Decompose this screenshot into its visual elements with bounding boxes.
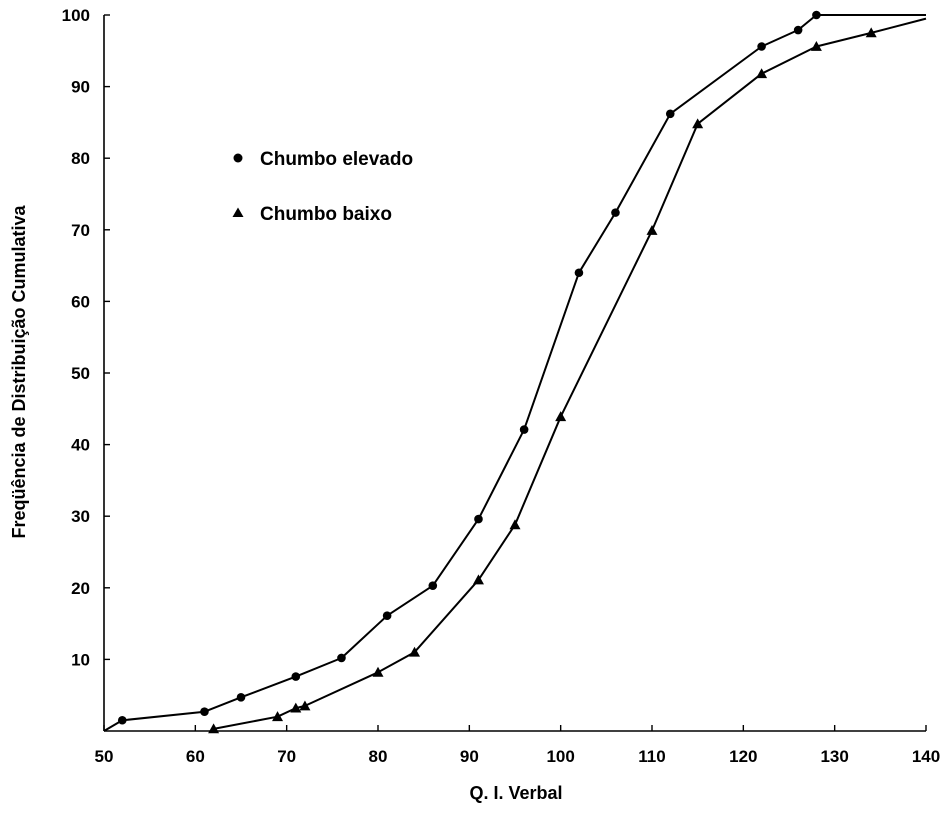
data-point-triangle xyxy=(290,702,302,713)
data-point-triangle xyxy=(372,666,384,677)
y-tick-label: 80 xyxy=(71,149,90,168)
legend-label-chumbo-baixo: Chumbo baixo xyxy=(260,204,392,225)
x-tick-label: 100 xyxy=(546,747,574,766)
data-point-triangle xyxy=(208,723,220,734)
y-axis-title: Freqüência de Distribuição Cumulativa xyxy=(9,204,29,538)
x-axis-title: Q. I. Verbal xyxy=(469,783,562,803)
data-point-triangle xyxy=(272,711,284,722)
x-tick-label: 130 xyxy=(820,747,848,766)
data-point-circle xyxy=(812,10,821,20)
x-tick-label: 70 xyxy=(277,747,296,766)
x-tick-label: 80 xyxy=(369,747,388,766)
data-point-triangle xyxy=(756,68,768,79)
y-tick-label: 10 xyxy=(71,650,90,669)
data-point-triangle xyxy=(409,646,421,657)
y-tick-label: 70 xyxy=(71,221,90,240)
data-point-triangle xyxy=(810,41,822,51)
legend: Chumbo elevado Chumbo baixo xyxy=(232,149,413,225)
data-point-circle xyxy=(519,425,529,434)
y-tick-label: 20 xyxy=(71,579,90,598)
series-group xyxy=(103,10,927,734)
y-tick-label: 100 xyxy=(62,6,90,25)
y-tick-label: 90 xyxy=(71,78,90,97)
data-point-circle xyxy=(665,109,675,119)
data-point-circle xyxy=(793,25,803,35)
data-point-triangle xyxy=(646,225,658,235)
series-line xyxy=(213,17,927,730)
series-chumbo-elevado xyxy=(103,10,926,732)
data-point-circle xyxy=(757,42,766,51)
data-point-circle xyxy=(382,611,392,621)
data-point-triangle xyxy=(509,519,521,530)
data-point-circle xyxy=(428,581,438,590)
data-point-circle xyxy=(291,672,301,681)
data-point-circle xyxy=(337,653,346,663)
data-point-triangle xyxy=(472,574,484,585)
x-tick-label: 50 xyxy=(95,747,114,766)
y-tick-label: 30 xyxy=(71,507,90,526)
data-point-circle xyxy=(611,208,620,217)
x-tick-label: 90 xyxy=(460,747,479,766)
series-chumbo-baixo xyxy=(208,17,927,734)
data-point-circle xyxy=(200,707,209,716)
y-tick-label: 50 xyxy=(71,364,90,383)
legend-triangle-marker xyxy=(232,207,244,217)
data-point-triangle xyxy=(299,700,311,711)
data-point-circle xyxy=(574,268,584,278)
legend-label-chumbo-elevado: Chumbo elevado xyxy=(260,149,413,170)
x-tick-label: 120 xyxy=(729,747,757,766)
data-point-circle xyxy=(117,715,127,725)
axes xyxy=(103,15,926,732)
series-line xyxy=(103,14,926,732)
data-point-circle xyxy=(474,514,483,524)
ticks: 50 60 70 80 90 100 110 120 130 140 10 20 30 40 50 60 70 8… xyxy=(62,6,941,766)
y-tick-label: 40 xyxy=(71,436,90,455)
data-point-triangle xyxy=(865,27,877,38)
x-tick-label: 140 xyxy=(912,747,940,766)
legend-circle-marker xyxy=(233,153,243,163)
x-tick-label: 110 xyxy=(638,747,665,766)
data-point-circle xyxy=(236,693,246,702)
data-point-triangle xyxy=(555,411,567,422)
x-tick-label: 60 xyxy=(186,747,205,766)
data-point-triangle xyxy=(692,118,704,129)
y-tick-label: 60 xyxy=(71,292,90,311)
